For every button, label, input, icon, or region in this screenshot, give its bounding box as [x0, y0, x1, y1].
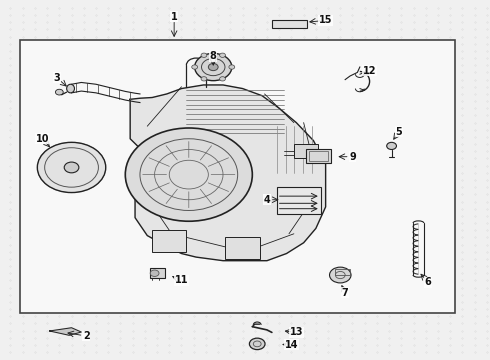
Text: 14: 14 [285, 340, 298, 350]
Bar [335, 269, 350, 275]
Circle shape [229, 65, 235, 69]
Text: 8: 8 [210, 51, 217, 61]
Text: 2: 2 [83, 331, 90, 341]
Bar [294, 144, 318, 158]
Text: 5: 5 [395, 127, 402, 136]
Polygon shape [130, 85, 326, 261]
Circle shape [387, 142, 396, 149]
Text: 7: 7 [342, 288, 348, 298]
Polygon shape [49, 328, 81, 335]
Bar [272, 20, 307, 28]
Bar [277, 187, 321, 214]
Text: 13: 13 [290, 327, 303, 337]
Bar [225, 237, 260, 259]
Bar [150, 267, 165, 278]
Circle shape [150, 270, 159, 276]
Circle shape [192, 65, 197, 69]
Circle shape [249, 338, 265, 350]
Text: 11: 11 [175, 275, 188, 285]
Circle shape [201, 77, 207, 81]
Text: 3: 3 [53, 73, 60, 83]
Text: 10: 10 [35, 134, 49, 144]
Circle shape [208, 63, 218, 71]
Circle shape [64, 162, 79, 173]
Circle shape [220, 53, 225, 57]
Text: 4: 4 [264, 195, 270, 205]
Bar [20, 40, 455, 313]
Text: 6: 6 [425, 277, 432, 287]
Text: 1: 1 [171, 12, 177, 22]
Bar [309, 151, 328, 161]
Circle shape [37, 142, 106, 193]
Ellipse shape [67, 84, 74, 93]
Text: 15: 15 [319, 15, 332, 26]
Circle shape [330, 267, 351, 283]
Bar [152, 230, 186, 252]
Text: 12: 12 [363, 66, 376, 76]
Circle shape [195, 53, 232, 81]
Circle shape [201, 53, 207, 57]
Circle shape [125, 128, 252, 221]
Bar [306, 149, 331, 163]
Circle shape [220, 77, 225, 81]
Circle shape [55, 89, 63, 95]
Text: 9: 9 [349, 152, 356, 162]
